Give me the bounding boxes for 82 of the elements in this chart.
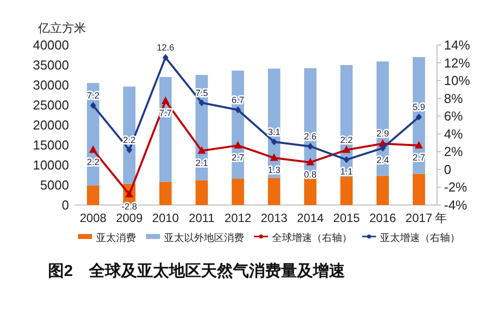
- x-tick-label: 2008: [80, 211, 107, 225]
- x-tick-label: 2010: [152, 211, 180, 225]
- data-label: 2.7: [412, 152, 426, 162]
- data-label: 6.7: [232, 94, 244, 105]
- bar: [196, 180, 208, 205]
- y2-tick-label: 8%: [444, 90, 464, 106]
- point: [306, 158, 314, 166]
- y2-tick-label: 10%: [444, 73, 470, 88]
- bar: [86, 185, 100, 205]
- point: [198, 146, 206, 154]
- x-tick-label: 2009: [116, 211, 143, 225]
- data-label: 2.7: [232, 152, 244, 162]
- data-label: 2.4: [376, 155, 389, 166]
- y-tick-label: 5000: [40, 178, 69, 192]
- point: [307, 142, 314, 150]
- point: [342, 145, 350, 153]
- y-tick-label: 15000: [32, 138, 69, 152]
- bar: [304, 177, 316, 205]
- point: [198, 99, 205, 106]
- y2-tick-label: 14%: [444, 38, 470, 52]
- data-label: 2.1: [195, 158, 208, 168]
- legend-label: 亚太消费: [96, 232, 136, 244]
- data-label: 3.1: [268, 126, 280, 137]
- y-tick-label: 40000: [32, 38, 69, 52]
- y-tick-label: 10000: [32, 158, 69, 172]
- point: [162, 96, 170, 104]
- x-axis-title: 年: [435, 211, 447, 225]
- y-tick-label: 35000: [32, 58, 69, 72]
- point: [89, 145, 98, 153]
- data-label: 2.2: [86, 156, 100, 167]
- y2-tick-label: 12%: [444, 55, 470, 70]
- x-tick-label: 2013: [260, 211, 288, 225]
- x-tick-label: 2012: [224, 211, 252, 225]
- data-label: 1.3: [268, 164, 280, 175]
- bar: [412, 174, 426, 205]
- point: [416, 114, 422, 120]
- legend-label: 全球增速（右轴）: [272, 232, 352, 244]
- y-tick-label: 20000: [32, 118, 69, 132]
- bar: [159, 182, 172, 205]
- y2-tick-label: 6%: [444, 108, 464, 124]
- y-tick-label: 30000: [32, 78, 69, 92]
- point: [380, 144, 386, 152]
- point: [234, 140, 242, 148]
- data-label: 1.1: [340, 166, 353, 177]
- y2-tick-label: -4%: [444, 198, 468, 212]
- point: [90, 102, 96, 109]
- x-tick-label: 2017: [406, 211, 433, 225]
- point: [234, 106, 241, 114]
- y2-tick-label: 0: [444, 162, 452, 177]
- x-tick-label: 2011: [188, 211, 215, 225]
- bar: [159, 77, 172, 182]
- bar: [232, 178, 244, 205]
- y2-tick-label: 2%: [444, 144, 464, 160]
- data-label: 7.2: [86, 90, 100, 100]
- x-tick-label: 2015: [333, 211, 360, 225]
- text: 图2 全球及亚太地区天然气消费量及增速: [48, 262, 346, 280]
- y-tick-label: 25000: [32, 98, 69, 112]
- data-label: 0.8: [304, 169, 317, 180]
- data-label: 2.9: [376, 128, 389, 139]
- y-tick-label: 0: [62, 198, 69, 212]
- point: [162, 54, 168, 61]
- bar: [340, 176, 353, 205]
- data-label: 2.2: [340, 134, 353, 145]
- point: [344, 156, 350, 164]
- point: [270, 153, 278, 161]
- y2-tick-label: 4%: [444, 126, 464, 142]
- y-axis-title: 亿立方米: [37, 21, 86, 35]
- y2-tick-label: -2%: [444, 180, 468, 195]
- bar: [268, 178, 280, 205]
- x-tick-label: 2016: [369, 211, 396, 225]
- bar: [123, 86, 136, 184]
- x-tick-label: 2014: [296, 211, 324, 225]
- point: [126, 146, 132, 154]
- data-label: 7.5: [195, 88, 208, 98]
- data-label: 12.6: [156, 42, 174, 52]
- data-label: 5.9: [412, 102, 426, 112]
- legend-label: 亚太以外地区消费: [164, 232, 244, 244]
- data-label: 2.6: [304, 131, 317, 142]
- point: [271, 138, 278, 146]
- point: [414, 140, 423, 148]
- legend-label: 亚太增速（右轴）: [380, 232, 460, 244]
- bar: [376, 176, 389, 205]
